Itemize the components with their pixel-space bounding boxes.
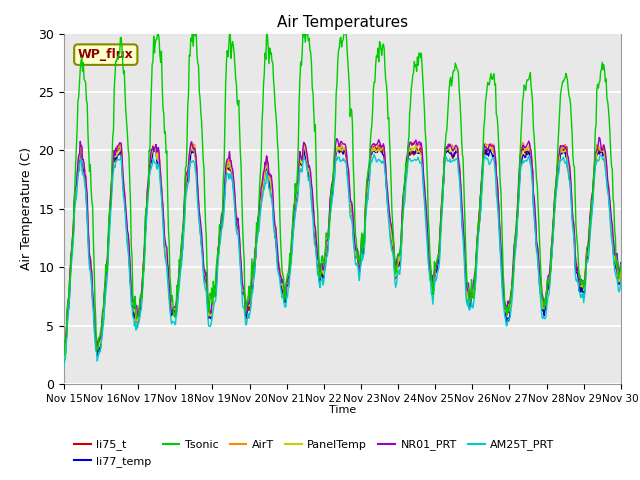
Y-axis label: Air Temperature (C): Air Temperature (C) — [20, 147, 33, 270]
PanelTemp — [206, 313, 214, 319]
NR01_PRT — [334, 138, 342, 144]
AirT — [566, 175, 574, 181]
li75_t — [188, 142, 195, 148]
PanelTemp — [334, 147, 342, 153]
Line: NR01_PRT: NR01_PRT — [64, 137, 621, 348]
NR01_PRT — [595, 134, 603, 140]
Tsonic — [566, 101, 574, 107]
AirT — [444, 146, 451, 152]
Tsonic — [207, 296, 215, 301]
AirT — [334, 144, 342, 149]
PanelTemp — [388, 235, 396, 241]
Legend: li75_t, li77_temp, Tsonic, AirT, PanelTemp, NR01_PRT, AM25T_PRT: li75_t, li77_temp, Tsonic, AirT, PanelTe… — [70, 435, 559, 471]
X-axis label: Time: Time — [329, 405, 356, 415]
NR01_PRT — [443, 144, 451, 150]
AirT — [206, 311, 214, 316]
NR01_PRT — [388, 226, 396, 231]
AM25T_PRT — [444, 158, 451, 164]
PanelTemp — [182, 173, 190, 179]
NR01_PRT — [60, 345, 68, 350]
PanelTemp — [482, 142, 490, 148]
AM25T_PRT — [60, 362, 68, 368]
AirT — [410, 139, 418, 144]
AM25T_PRT — [566, 190, 574, 195]
AirT — [182, 173, 190, 179]
li77_temp — [335, 147, 342, 153]
li77_temp — [183, 175, 191, 181]
li75_t — [389, 245, 397, 251]
AM25T_PRT — [617, 277, 625, 283]
AM25T_PRT — [389, 249, 397, 255]
NR01_PRT — [182, 171, 190, 177]
li77_temp — [150, 144, 157, 150]
Tsonic — [183, 142, 191, 148]
Tsonic — [60, 353, 68, 359]
li75_t — [444, 145, 451, 151]
Text: WP_flux: WP_flux — [78, 48, 134, 61]
AirT — [388, 236, 396, 242]
Line: li77_temp: li77_temp — [64, 147, 621, 360]
PanelTemp — [566, 176, 574, 182]
Tsonic — [444, 114, 451, 120]
AM25T_PRT — [206, 324, 214, 329]
NR01_PRT — [206, 309, 214, 315]
Line: AM25T_PRT: AM25T_PRT — [64, 155, 621, 365]
Title: Air Temperatures: Air Temperatures — [277, 15, 408, 30]
Line: Tsonic: Tsonic — [64, 34, 621, 356]
li77_temp — [566, 183, 574, 189]
li77_temp — [389, 239, 397, 245]
li77_temp — [60, 358, 68, 363]
PanelTemp — [443, 146, 451, 152]
NR01_PRT — [617, 260, 625, 265]
li75_t — [566, 181, 574, 187]
Tsonic — [335, 48, 342, 53]
Tsonic — [389, 220, 397, 226]
li77_temp — [444, 148, 451, 154]
PanelTemp — [617, 265, 625, 271]
li77_temp — [207, 316, 215, 322]
AM25T_PRT — [371, 152, 378, 157]
AirT — [617, 266, 625, 272]
Line: PanelTemp: PanelTemp — [64, 145, 621, 360]
Tsonic — [617, 262, 625, 267]
li75_t — [60, 352, 68, 358]
Line: AirT: AirT — [64, 142, 621, 355]
li75_t — [207, 310, 215, 315]
li75_t — [182, 181, 190, 187]
li75_t — [335, 146, 342, 152]
NR01_PRT — [566, 164, 573, 169]
AirT — [60, 352, 68, 358]
Line: li75_t: li75_t — [64, 145, 621, 355]
PanelTemp — [60, 357, 68, 362]
Tsonic — [154, 31, 161, 36]
AM25T_PRT — [334, 154, 342, 160]
li75_t — [617, 267, 625, 273]
li77_temp — [617, 270, 625, 276]
AM25T_PRT — [182, 191, 190, 197]
